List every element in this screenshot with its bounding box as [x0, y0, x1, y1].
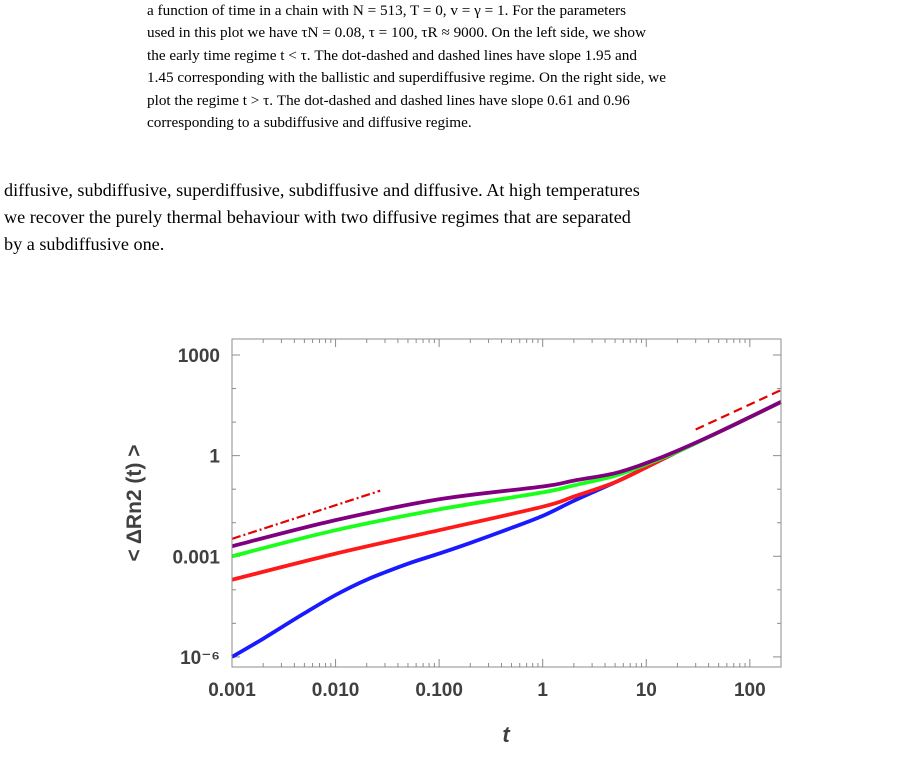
tick-labels: 0.001 0.010 0.100 1 10 100 10⁻⁶ 0.001 1 1000	[172, 346, 765, 701]
tick-marks	[231, 339, 782, 667]
series-line-green	[231, 400, 782, 559]
data-series	[231, 400, 782, 659]
caption-line: the early time regime t < τ. The dot-das…	[147, 46, 637, 64]
x-tick-label: 0.010	[312, 680, 360, 701]
body-line: by a subdiffusive one.	[4, 234, 165, 254]
y-axis-label: < ΔRn2 (t) >	[123, 445, 146, 562]
y-tick-label: 1	[209, 447, 220, 468]
caption-line: 1.45 corresponding with the ballistic an…	[147, 69, 666, 87]
body-line: diffusive, subdiffusive, superdiffusive,…	[4, 180, 640, 200]
y-tick-label: 0.001	[172, 547, 220, 568]
fit-line-dashed	[695, 389, 782, 431]
x-tick-label: 10	[636, 680, 657, 701]
x-tick-label: 1	[537, 680, 548, 701]
x-tick-label: 0.100	[415, 680, 463, 701]
fit-lines	[231, 389, 782, 540]
figure-caption: a function of time in a chain with N = 5…	[147, 0, 759, 134]
y-tick-label: 10⁻⁶	[180, 648, 220, 669]
series-line-blue	[231, 400, 782, 659]
body-line: we recover the purely thermal behaviour …	[4, 207, 631, 227]
x-axis-label: t	[502, 722, 511, 747]
y-tick-label: 1000	[178, 346, 220, 367]
caption-line: corresponding to a subdiffusive and diff…	[147, 114, 472, 132]
x-tick-label: 0.001	[208, 680, 256, 701]
caption-line: plot the regime t > τ. The dot-dashed an…	[147, 91, 630, 109]
caption-line: a function of time in a chain with N = 5…	[147, 2, 627, 19]
caption-line: used in this plot we have τN = 0.08, τ =…	[147, 24, 646, 42]
body-paragraph: diffusive, subdiffusive, superdiffusive,…	[4, 177, 898, 258]
x-tick-label: 100	[734, 680, 766, 701]
plot-frame	[231, 338, 782, 668]
series-line-purple	[231, 400, 782, 549]
series-line-red	[231, 400, 782, 582]
fit-line-dot-dash	[231, 489, 381, 540]
